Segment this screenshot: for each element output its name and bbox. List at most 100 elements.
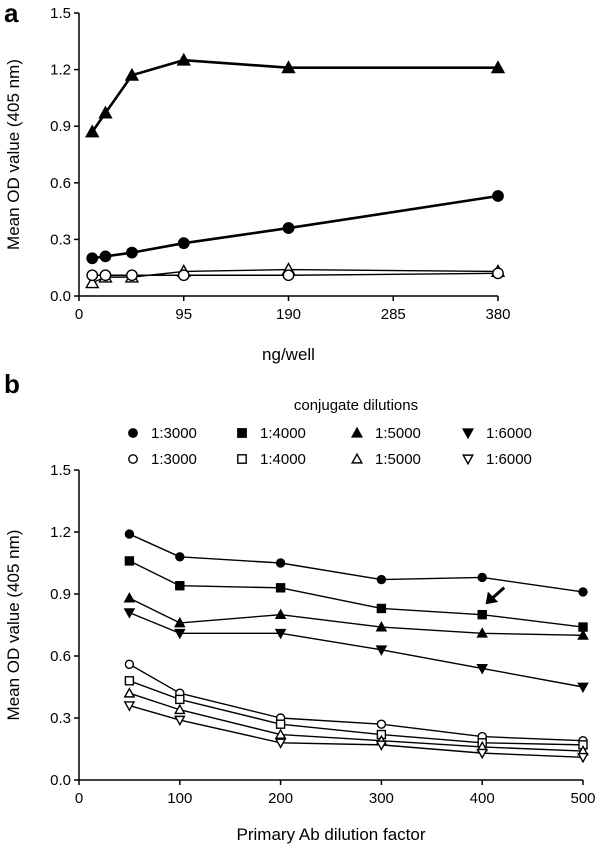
- b-x-tick-label: 0: [75, 790, 83, 807]
- b-series-0-point: [477, 572, 487, 583]
- a-series-2-point: [85, 275, 100, 289]
- b-series-2-point: [375, 621, 388, 632]
- legend-label-0: 1:3000: [151, 425, 197, 442]
- legend-label-3: 1:6000: [486, 425, 532, 442]
- legend-title: conjugate dilutions: [294, 397, 418, 414]
- b-series-2-line: [129, 597, 584, 637]
- b-series-1-point: [175, 581, 185, 591]
- b-x-tick-label: 500: [570, 790, 595, 807]
- panel-a-axes: [78, 13, 498, 297]
- legend-label-7: 1:6000: [486, 451, 532, 468]
- panel-a-series: [85, 52, 506, 289]
- a-x-tick-label: 285: [381, 306, 406, 323]
- a-series-1-point: [282, 222, 295, 234]
- legend-marker-0: [128, 428, 138, 438]
- annotation-arrow-head: [485, 591, 499, 605]
- a-y-tick-label: 0.6: [50, 175, 71, 192]
- panel-a-chart: a Mean OD value (405 nm) ng/well 0 95 190 2…: [4, 0, 511, 364]
- panel-b-label: b: [4, 369, 20, 399]
- legend: 1:3000 1:4000 1:5000 1:6000 1:3000 1:4000 1:50…: [128, 425, 532, 468]
- legend-marker-5: [237, 454, 247, 464]
- a-x-tick-label: 95: [175, 306, 192, 323]
- b-series-4-point: [376, 719, 387, 729]
- b-series-3-point: [174, 628, 186, 640]
- a-series-3-point: [492, 267, 504, 280]
- b-series-3-point: [476, 664, 488, 675]
- b-series-0-point: [124, 529, 135, 539]
- b-series-2-point: [123, 592, 136, 603]
- a-series-3-point: [177, 269, 190, 282]
- a-series-3-point: [126, 269, 138, 282]
- b-y-tick-label: 0.9: [50, 586, 71, 603]
- a-series-3-point: [282, 269, 295, 282]
- a-series-1-point: [86, 252, 99, 265]
- a-series-1-point: [492, 190, 504, 202]
- a-series-0-line: [91, 58, 498, 133]
- b-series-0-point: [275, 558, 286, 568]
- a-x-tick-label: 0: [75, 306, 83, 323]
- a-y-tick-label: 0.0: [50, 288, 71, 305]
- a-series-0-point: [490, 60, 506, 74]
- b-series-1-point: [124, 556, 135, 566]
- a-series-0-point: [176, 52, 191, 66]
- panel-b-ticks: 0 100 200 300 400 500 0.0 0.3 0.6 0.9 1.2 1.5: [50, 462, 595, 807]
- b-series-5-point: [275, 719, 286, 729]
- a-series-1-line: [92, 194, 499, 260]
- b-y-tick-label: 0.0: [50, 772, 71, 789]
- panel-a-ticks: 0 95 190 285 380 0.0 0.3 0.6 0.9 1.2 1.5: [50, 5, 510, 323]
- legend-label-6: 1:5000: [375, 451, 421, 468]
- a-y-tick-label: 0.3: [50, 231, 71, 248]
- b-series-6-point: [274, 728, 287, 739]
- b-series-2-point: [476, 627, 488, 638]
- b-series-4-line: [129, 663, 584, 742]
- panel-a-x-axis-title: ng/well: [262, 345, 315, 364]
- b-x-tick-label: 300: [369, 790, 394, 807]
- b-series-6-point: [174, 703, 186, 715]
- a-y-tick-label: 1.5: [50, 5, 71, 22]
- b-series-0-line: [129, 533, 584, 593]
- panel-b-series: [123, 529, 589, 764]
- legend-label-1: 1:4000: [260, 425, 306, 442]
- b-series-3-line: [129, 611, 584, 688]
- b-series-5-line: [129, 680, 584, 746]
- a-series-1-point: [177, 237, 190, 250]
- legend-marker-3: [461, 428, 475, 440]
- b-series-1-point: [275, 583, 286, 593]
- legend-marker-2: [350, 426, 364, 438]
- annotation-arrow: [485, 586, 506, 605]
- b-series-4-point: [124, 659, 135, 669]
- a-series-3-point: [86, 269, 99, 282]
- b-series-3-point: [274, 628, 287, 640]
- a-series-1-point: [126, 246, 138, 259]
- b-series-2-point: [174, 616, 186, 628]
- b-series-1-line: [129, 560, 584, 628]
- legend-label-5: 1:4000: [260, 451, 306, 468]
- b-series-3-point: [375, 645, 388, 656]
- b-y-tick-label: 1.5: [50, 462, 71, 479]
- a-x-tick-label: 190: [276, 306, 301, 323]
- b-series-2-point: [274, 608, 287, 620]
- panel-b-axes: [78, 470, 583, 781]
- b-series-3-point: [577, 682, 589, 694]
- a-x-tick-label: 380: [485, 306, 510, 323]
- a-series-0-point: [281, 60, 296, 74]
- b-series-2-point: [577, 629, 589, 640]
- b-series-0-point: [175, 552, 185, 562]
- legend-label-4: 1:3000: [151, 451, 197, 468]
- b-y-tick-label: 1.2: [50, 524, 71, 541]
- b-series-0-point: [578, 587, 588, 597]
- b-x-tick-label: 100: [167, 790, 192, 807]
- panel-a-label: a: [4, 0, 19, 28]
- panel-b-x-axis-title: Primary Ab dilution factor: [237, 825, 426, 844]
- a-series-0-point: [85, 124, 100, 138]
- b-series-0-point: [376, 574, 387, 585]
- a-series-0-point: [124, 67, 140, 81]
- legend-marker-6: [350, 452, 364, 464]
- b-x-tick-label: 400: [470, 790, 495, 807]
- a-y-tick-label: 1.2: [50, 62, 71, 79]
- legend-marker-1: [237, 428, 247, 438]
- legend-label-2: 1:5000: [375, 425, 421, 442]
- a-series-2-line: [91, 268, 499, 284]
- b-series-6-line: [129, 692, 584, 752]
